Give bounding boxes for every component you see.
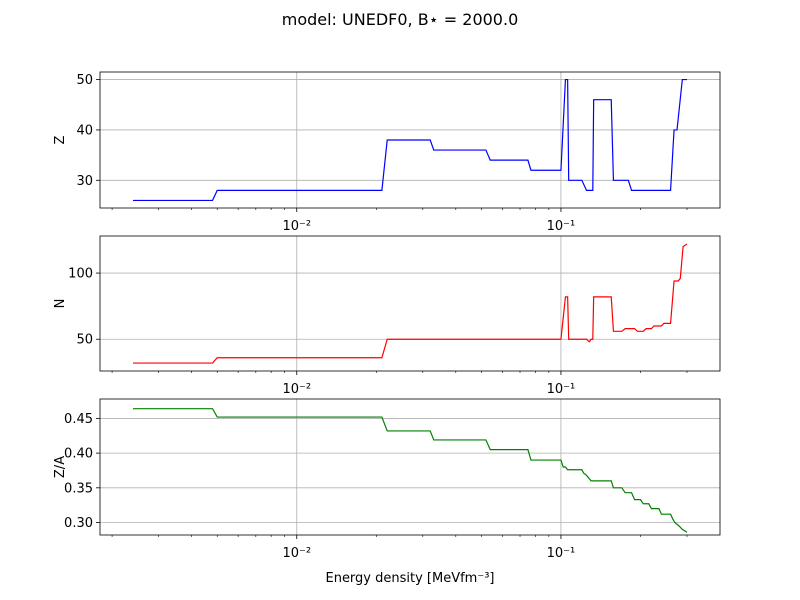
- n-y-axis-label: N: [53, 299, 68, 309]
- z-over-a-x-tick-label: 10⁻²: [282, 546, 311, 561]
- panel-z-over-a: 10⁻² 10⁻¹ 0.30 0.35 0.40 0.45 Z/A: [53, 398, 721, 561]
- z-over-a-y-tick-label: 0.30: [64, 516, 93, 531]
- x-axis-label: Energy density [MeVfm⁻³]: [325, 571, 494, 586]
- z-over-a-y-tick-label: 0.40: [64, 447, 93, 462]
- z-axes-frame: [99, 71, 721, 209]
- z-over-a-y-tick-label: 0.35: [64, 481, 93, 496]
- z-over-a-y-axis-label: Z/A: [53, 456, 68, 478]
- z-over-a-x-tick-label: 10⁻¹: [547, 546, 576, 561]
- z-over-a-y-tick-label: 0.45: [64, 412, 93, 427]
- z-x-tick-label: 10⁻¹: [547, 219, 576, 234]
- z-series-line: [133, 78, 687, 202]
- n-y-tick-label: 50: [76, 333, 93, 348]
- z-y-tick-label: 40: [76, 123, 93, 138]
- n-x-tick-label: 10⁻²: [282, 382, 311, 397]
- n-series-line: [133, 243, 688, 364]
- panel-n: 10⁻² 10⁻¹ 50 100 N: [53, 235, 721, 397]
- z-y-tick-label: 50: [76, 73, 93, 88]
- n-y-tick-label: 100: [68, 267, 93, 282]
- z-y-axis-label: Z: [53, 135, 68, 144]
- figure-title: model: UNEDF0, B⋆ = 2000.0: [282, 10, 519, 29]
- z-over-a-series-line: [133, 408, 688, 533]
- z-y-tick-label: 30: [76, 174, 93, 189]
- z-over-a-axes-frame: [99, 398, 721, 536]
- z-x-tick-label: 10⁻²: [282, 219, 311, 234]
- n-axes-frame: [99, 235, 721, 372]
- n-x-tick-label: 10⁻¹: [547, 382, 576, 397]
- panel-z: 10⁻² 10⁻¹ 30 40 50 Z: [53, 71, 721, 234]
